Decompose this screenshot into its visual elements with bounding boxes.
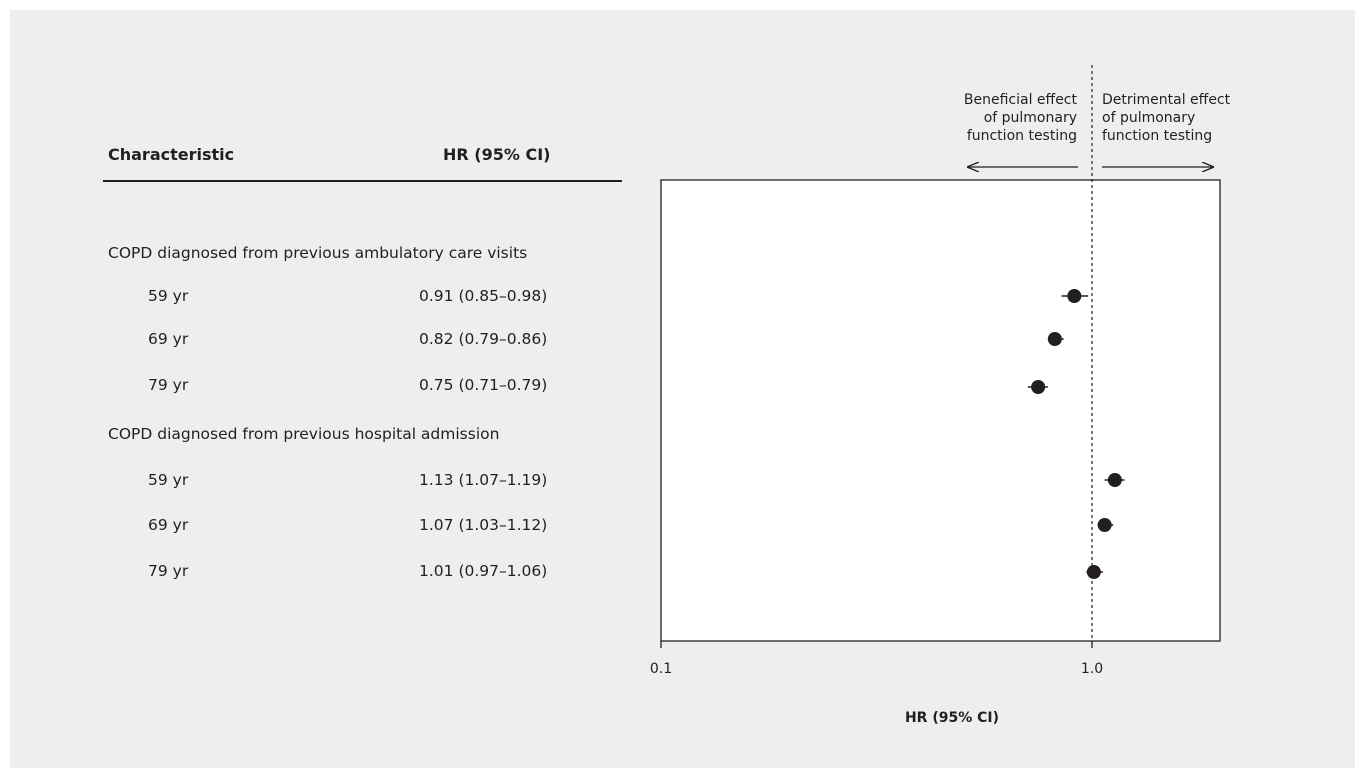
annotation-line: Detrimental effect [1102, 92, 1231, 108]
hr-point [1047, 332, 1062, 346]
row-hr: 1.07 (1.03–1.12) [419, 516, 548, 534]
row-age: 59 yr [148, 287, 189, 305]
annotation-line: of pulmonary [1102, 110, 1196, 126]
annotation-line: function testing [966, 128, 1077, 144]
forest-plot-svg: 0.1 1.0 HR (95% CI) [650, 65, 1221, 726]
row-hr: 1.01 (0.97–1.06) [419, 562, 548, 580]
detrimental-effect-label: Detrimental effect of pulmonary function… [1102, 91, 1230, 145]
row-age: 79 yr [148, 562, 189, 580]
row-age: 69 yr [148, 330, 189, 348]
row-hr: 0.82 (0.79–0.86) [419, 330, 548, 348]
hr-point [1107, 473, 1122, 487]
group-label-hospital: COPD diagnosed from previous hospital ad… [108, 425, 500, 443]
beneficial-effect-label: Beneficial effect of pulmonary function … [964, 91, 1077, 145]
row-hr: 0.75 (0.71–0.79) [419, 376, 548, 394]
x-axis-tick-label: 0.1 [650, 661, 672, 677]
row-age: 69 yr [148, 516, 189, 534]
hr-point [1097, 518, 1112, 532]
row-age: 79 yr [148, 376, 189, 394]
hr-point [1067, 289, 1082, 303]
group-label-ambulatory: COPD diagnosed from previous ambulatory … [108, 244, 528, 262]
x-axis-tick-label: 1.0 [1081, 661, 1103, 677]
x-axis-label: HR (95% CI) [905, 710, 999, 726]
forest-plot-figure: Characteristic HR (95% CI) COPD diagnose… [10, 10, 1355, 768]
hr-point [1086, 565, 1101, 579]
header-characteristic: Characteristic [108, 145, 235, 164]
header-rule [103, 180, 622, 182]
row-age: 59 yr [148, 471, 189, 489]
annotation-line: of pulmonary [983, 110, 1077, 126]
row-hr: 0.91 (0.85–0.98) [419, 287, 548, 305]
hr-point [1031, 380, 1046, 394]
annotation-line: function testing [1102, 128, 1213, 144]
plot-area [660, 179, 1221, 642]
header-hr: HR (95% CI) [443, 145, 551, 164]
annotation-line: Beneficial effect [963, 92, 1077, 108]
row-hr: 1.13 (1.07–1.19) [419, 471, 548, 489]
